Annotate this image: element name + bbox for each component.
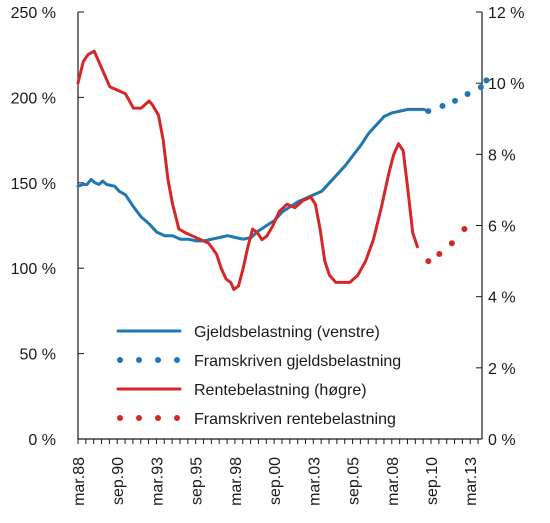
- series-point-3: [461, 226, 468, 233]
- legend-label: Gjeldsbelastning (venstre): [194, 324, 380, 341]
- right-y-axis: 0 % 2 % 4 % 6 % 8 % 10 % 12 %: [476, 5, 524, 449]
- x-tick-label: mar.98: [228, 457, 245, 506]
- series-point-1: [425, 108, 432, 115]
- x-tick-label: mar.93: [149, 457, 166, 506]
- x-tick-label: mar.13: [463, 457, 480, 506]
- series-point-3: [448, 240, 455, 247]
- x-axis: mar.88 sep.90 mar.93 sep.95 mar.98 sep.00 mar.…: [71, 438, 482, 506]
- right-y-tick-label: 4 %: [488, 290, 516, 307]
- legend-swatch-dot: [117, 357, 123, 363]
- series-point-3: [436, 250, 443, 257]
- x-tick-label: sep.05: [346, 457, 363, 505]
- legend: Gjeldsbelastning (venstre) Framskriven gj…: [116, 324, 401, 428]
- legend-swatch-dot: [136, 357, 142, 363]
- left-y-tick-label: 100 %: [11, 261, 56, 278]
- x-tick-label: sep.00: [267, 457, 284, 505]
- right-y-tick-label: 10 %: [488, 76, 524, 93]
- x-tick-label: sep.90: [110, 457, 127, 505]
- legend-swatch-dot: [155, 357, 161, 363]
- right-y-tick-label: 12 %: [488, 5, 524, 22]
- x-tick-label: sep.95: [189, 457, 206, 505]
- right-y-tick-label: 8 %: [488, 147, 516, 164]
- x-tick-label: mar.03: [306, 457, 323, 506]
- legend-label: Framskriven rentebelastning: [194, 411, 396, 428]
- right-y-tick-label: 6 %: [488, 219, 516, 236]
- x-tick-label: mar.08: [385, 457, 402, 506]
- series-point-1: [483, 77, 490, 84]
- legend-swatch-dot: [117, 415, 123, 421]
- series-point-1: [464, 90, 471, 97]
- legend-swatch-dot: [174, 357, 180, 363]
- legend-swatch-dot: [174, 415, 180, 421]
- right-y-tick-label: 2 %: [488, 361, 516, 378]
- series-line-0: [76, 107, 430, 243]
- x-tick-label: sep.10: [424, 457, 441, 505]
- left-y-tick-label: 50 %: [20, 347, 56, 364]
- left-y-tick-label: 200 %: [11, 90, 56, 107]
- legend-swatch-dot: [155, 415, 161, 421]
- legend-swatch-dot: [136, 415, 142, 421]
- legend-label: Framskriven gjeldsbelastning: [194, 353, 401, 370]
- series-point-3: [425, 258, 432, 265]
- x-tick-label: mar.88: [71, 457, 88, 506]
- left-y-tick-label: 250 %: [11, 5, 56, 22]
- series-point-1: [439, 102, 446, 109]
- plot-series: [76, 49, 490, 291]
- series-point-1: [477, 84, 484, 91]
- left-y-tick-label: 150 %: [11, 176, 56, 193]
- series-line-2: [76, 49, 419, 291]
- left-y-axis: 0 % 50 % 100 % 150 % 200 % 250 %: [11, 5, 84, 449]
- left-y-tick-label: 0 %: [28, 432, 56, 449]
- right-y-tick-label: 0 %: [488, 432, 516, 449]
- series-point-1: [452, 97, 459, 104]
- legend-label: Rentebelastning (høgre): [194, 382, 367, 399]
